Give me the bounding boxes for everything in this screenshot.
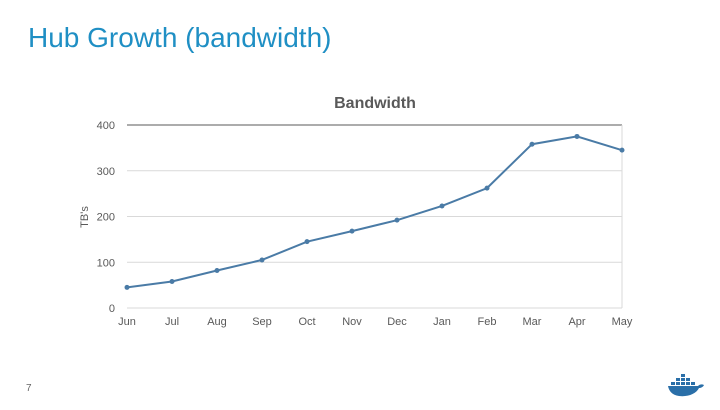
- data-point: [349, 228, 355, 234]
- grid-lines: [127, 124, 623, 309]
- x-tick-label: Apr: [568, 316, 585, 328]
- x-tick-label: Feb: [478, 316, 497, 328]
- data-point: [304, 239, 310, 245]
- page-number: 7: [26, 383, 32, 394]
- data-point: [574, 133, 580, 139]
- y-tick-label: 0: [109, 303, 115, 315]
- x-tick-label: Jul: [165, 316, 179, 328]
- x-tick-label: Jun: [118, 316, 136, 328]
- y-tick-label: 400: [97, 120, 115, 132]
- x-tick-label: Mar: [523, 316, 542, 328]
- slide-title: Hub Growth (bandwidth): [28, 22, 332, 53]
- chart-title: Bandwidth: [334, 95, 416, 112]
- y-tick-labels: 0 100 200 300 400: [97, 120, 115, 315]
- x-tick-label: Sep: [252, 316, 272, 328]
- y-tick-label: 300: [97, 166, 115, 178]
- x-tick-label: Nov: [342, 316, 362, 328]
- x-tick-label: Aug: [207, 316, 227, 328]
- docker-whale-icon: [668, 374, 704, 397]
- data-point: [214, 267, 220, 273]
- data-point: [169, 278, 175, 284]
- data-point: [259, 257, 265, 263]
- data-point: [529, 141, 535, 147]
- x-tick-label: Jan: [433, 316, 451, 328]
- data-point: [124, 284, 130, 290]
- series-line: [126, 135, 623, 289]
- y-tick-label: 100: [97, 257, 115, 269]
- x-tick-label: May: [612, 316, 633, 328]
- x-tick-label: Dec: [387, 316, 407, 328]
- data-point: [394, 217, 400, 223]
- x-tick-labels: Jun Jul Aug Sep Oct Nov Dec Jan Feb Mar Apr May: [118, 316, 633, 328]
- data-point: [484, 185, 490, 191]
- x-tick-label: Oct: [298, 316, 315, 328]
- y-tick-label: 200: [97, 212, 115, 224]
- y-axis-label: TB's: [79, 206, 91, 228]
- data-point: [439, 203, 445, 209]
- series-group: [124, 133, 625, 290]
- data-point: [619, 147, 625, 153]
